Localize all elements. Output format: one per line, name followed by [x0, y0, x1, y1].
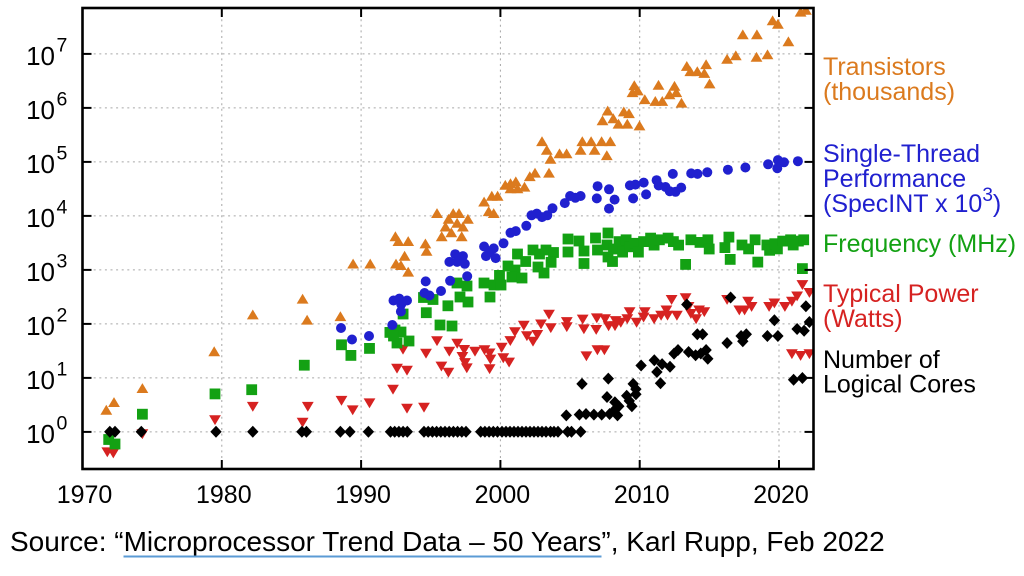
svg-text:7: 7	[57, 35, 68, 57]
svg-text:10: 10	[26, 365, 55, 395]
svg-text:2000: 2000	[475, 481, 531, 509]
svg-text:10: 10	[26, 203, 55, 233]
svg-text:10: 10	[26, 419, 55, 449]
svg-text:Number of: Number of	[823, 346, 940, 374]
svg-text:10: 10	[26, 149, 55, 179]
svg-text:3: 3	[57, 251, 68, 273]
svg-text:10: 10	[26, 41, 55, 71]
svg-text:10: 10	[26, 257, 55, 287]
svg-text:5: 5	[57, 143, 68, 165]
svg-text:2010: 2010	[614, 481, 670, 509]
svg-text:Source: “Microprocessor Trend: Source: “Microprocessor Trend Data – 50 …	[10, 526, 885, 557]
svg-text:(thousands): (thousands)	[823, 78, 955, 106]
svg-text:10: 10	[26, 95, 55, 125]
svg-text:1970: 1970	[57, 481, 113, 509]
svg-text:2: 2	[57, 305, 68, 327]
svg-text:(SpecINT x 103): (SpecINT x 103)	[823, 185, 1001, 218]
svg-text:1: 1	[57, 359, 68, 381]
svg-text:10: 10	[26, 311, 55, 341]
svg-text:4: 4	[57, 197, 68, 219]
svg-text:Performance: Performance	[823, 165, 966, 193]
svg-text:Single-Thread: Single-Thread	[823, 140, 980, 168]
svg-text:Typical Power: Typical Power	[823, 280, 979, 308]
svg-text:1980: 1980	[196, 481, 252, 509]
svg-text:6: 6	[57, 89, 68, 111]
svg-text:(Watts): (Watts)	[823, 305, 903, 333]
svg-text:2020: 2020	[753, 481, 809, 509]
svg-text:Transistors: Transistors	[823, 53, 946, 81]
svg-text:Frequency (MHz): Frequency (MHz)	[823, 230, 1016, 258]
svg-text:Logical Cores: Logical Cores	[823, 371, 976, 399]
svg-text:0: 0	[57, 413, 68, 435]
svg-text:1990: 1990	[335, 481, 391, 509]
